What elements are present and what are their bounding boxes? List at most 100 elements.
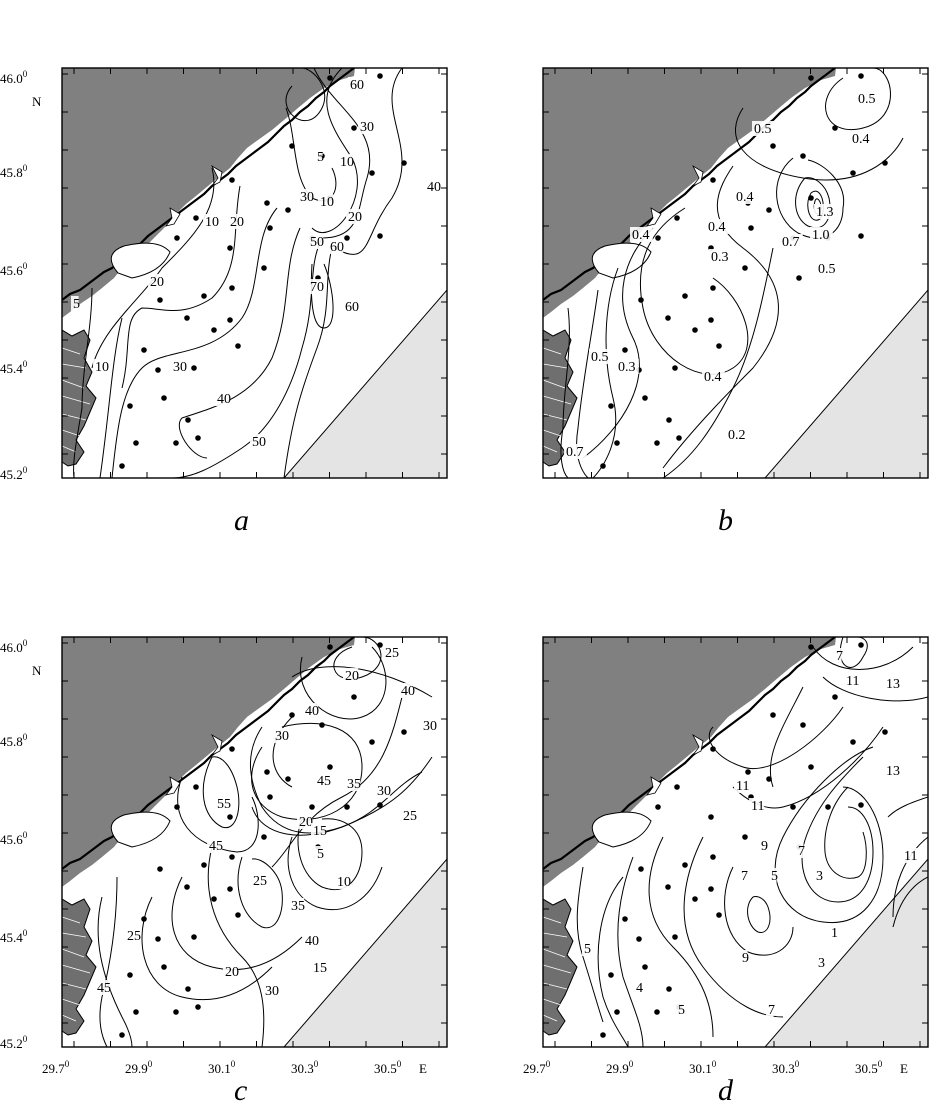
contour-line bbox=[724, 866, 794, 956]
contour-label: 0.5 bbox=[591, 350, 609, 365]
contour-label-bg bbox=[749, 798, 765, 813]
longitude-label: 30.50 bbox=[374, 1059, 402, 1076]
sampling-station bbox=[608, 972, 614, 978]
sampling-station bbox=[672, 934, 678, 940]
contour-label: 0.2 bbox=[728, 428, 746, 443]
sampling-station bbox=[682, 293, 688, 299]
map-frame bbox=[542, 67, 929, 479]
contour-label-bg bbox=[810, 227, 833, 242]
sampling-station bbox=[285, 776, 291, 782]
contour-label: 0.4 bbox=[632, 228, 650, 243]
contour-label: 40 bbox=[427, 180, 441, 195]
sampling-station bbox=[708, 317, 714, 323]
sampling-station bbox=[261, 834, 267, 840]
sampling-station bbox=[655, 804, 661, 810]
longitude-label: 30.10 bbox=[208, 1059, 236, 1076]
contour-label: 20 bbox=[299, 815, 313, 830]
delta-channels bbox=[543, 347, 572, 453]
sampling-station bbox=[127, 403, 133, 409]
contour-label: 13 bbox=[886, 764, 900, 779]
contour-label-bg bbox=[816, 955, 824, 970]
contour-label-bg bbox=[589, 349, 612, 364]
contour-label: 25 bbox=[253, 874, 267, 889]
panel-a-label: a bbox=[234, 504, 249, 537]
sampling-station bbox=[201, 862, 207, 868]
contour-label: 30 bbox=[265, 984, 279, 999]
sampling-station bbox=[211, 896, 217, 902]
contour-label-bg bbox=[315, 773, 331, 788]
sampling-station bbox=[319, 722, 325, 728]
contour-line bbox=[747, 896, 771, 933]
lagoon bbox=[110, 242, 171, 279]
contour-label-bg bbox=[308, 234, 324, 249]
sampling-station bbox=[155, 936, 161, 942]
sampling-station bbox=[174, 235, 180, 241]
sampling-station bbox=[377, 642, 383, 648]
sampling-station bbox=[161, 964, 167, 970]
sampling-station bbox=[235, 912, 241, 918]
contour-line bbox=[300, 646, 387, 720]
contour-label-bg bbox=[207, 838, 223, 853]
sampling-station bbox=[654, 1009, 660, 1015]
sampling-station bbox=[808, 75, 814, 81]
delta-channels bbox=[62, 347, 91, 453]
contour-label-bg bbox=[311, 960, 327, 975]
river-delta bbox=[62, 898, 97, 1036]
latitude-label: 45.20 bbox=[0, 465, 28, 482]
sampling-station bbox=[638, 866, 644, 872]
sampling-station bbox=[850, 170, 856, 176]
sampling-station bbox=[229, 285, 235, 291]
panel-c-label: c bbox=[234, 1074, 248, 1107]
contour-line bbox=[178, 227, 301, 459]
sampling-station bbox=[770, 712, 776, 718]
contour-label-bg bbox=[345, 776, 361, 791]
contour-label: 0.5 bbox=[754, 122, 772, 137]
contour-line bbox=[171, 876, 303, 971]
contour-label-bg bbox=[759, 838, 767, 853]
contour-label: 10 bbox=[205, 215, 219, 230]
sampling-station bbox=[642, 964, 648, 970]
sampling-station bbox=[141, 347, 147, 353]
contour-line bbox=[648, 836, 714, 1038]
contour-label-bg bbox=[228, 214, 244, 229]
tick-marks bbox=[62, 68, 447, 478]
contour-label-bg bbox=[215, 796, 231, 811]
contour-label: 0.4 bbox=[852, 132, 870, 147]
contour-label: 50 bbox=[310, 235, 324, 250]
contour-label: 45 bbox=[209, 839, 223, 854]
contour-label-bg bbox=[303, 933, 319, 948]
contour-label: 10 bbox=[337, 875, 351, 890]
contour-label-bg bbox=[297, 814, 313, 829]
contour-label: 0.4 bbox=[736, 190, 754, 205]
longitude-label: 30.30 bbox=[291, 1059, 319, 1076]
contour-label-bg bbox=[71, 296, 79, 311]
contour-label: 5 bbox=[678, 1003, 685, 1018]
tick-marks bbox=[543, 637, 928, 1047]
panel-b-label: b bbox=[718, 504, 733, 537]
contour-line bbox=[73, 287, 93, 478]
contour-line bbox=[141, 896, 273, 1001]
sampling-station bbox=[800, 153, 806, 159]
contour-label-bg bbox=[884, 763, 900, 778]
contour-label-bg bbox=[829, 925, 837, 940]
contour-label: 30 bbox=[173, 360, 187, 375]
contour-label-bg bbox=[564, 444, 587, 459]
contour-line bbox=[283, 247, 333, 478]
sampling-station bbox=[832, 125, 838, 131]
contour-label-bg bbox=[311, 823, 327, 838]
contour-label-bg bbox=[318, 194, 334, 209]
contour-label: 10 bbox=[320, 195, 334, 210]
latitude-label: 46.00 bbox=[0, 69, 28, 86]
sampling-station bbox=[708, 814, 714, 820]
sampling-station bbox=[665, 884, 671, 890]
contour-line bbox=[824, 786, 867, 879]
sampling-station bbox=[261, 265, 267, 271]
sampling-station bbox=[119, 1032, 125, 1038]
sampling-station bbox=[770, 143, 776, 149]
contour-label-bg bbox=[383, 645, 399, 660]
sampling-station bbox=[161, 395, 167, 401]
contour-line bbox=[207, 846, 265, 1047]
sampling-station bbox=[184, 315, 190, 321]
sampling-station bbox=[195, 435, 201, 441]
contour-label: 45 bbox=[317, 774, 331, 789]
